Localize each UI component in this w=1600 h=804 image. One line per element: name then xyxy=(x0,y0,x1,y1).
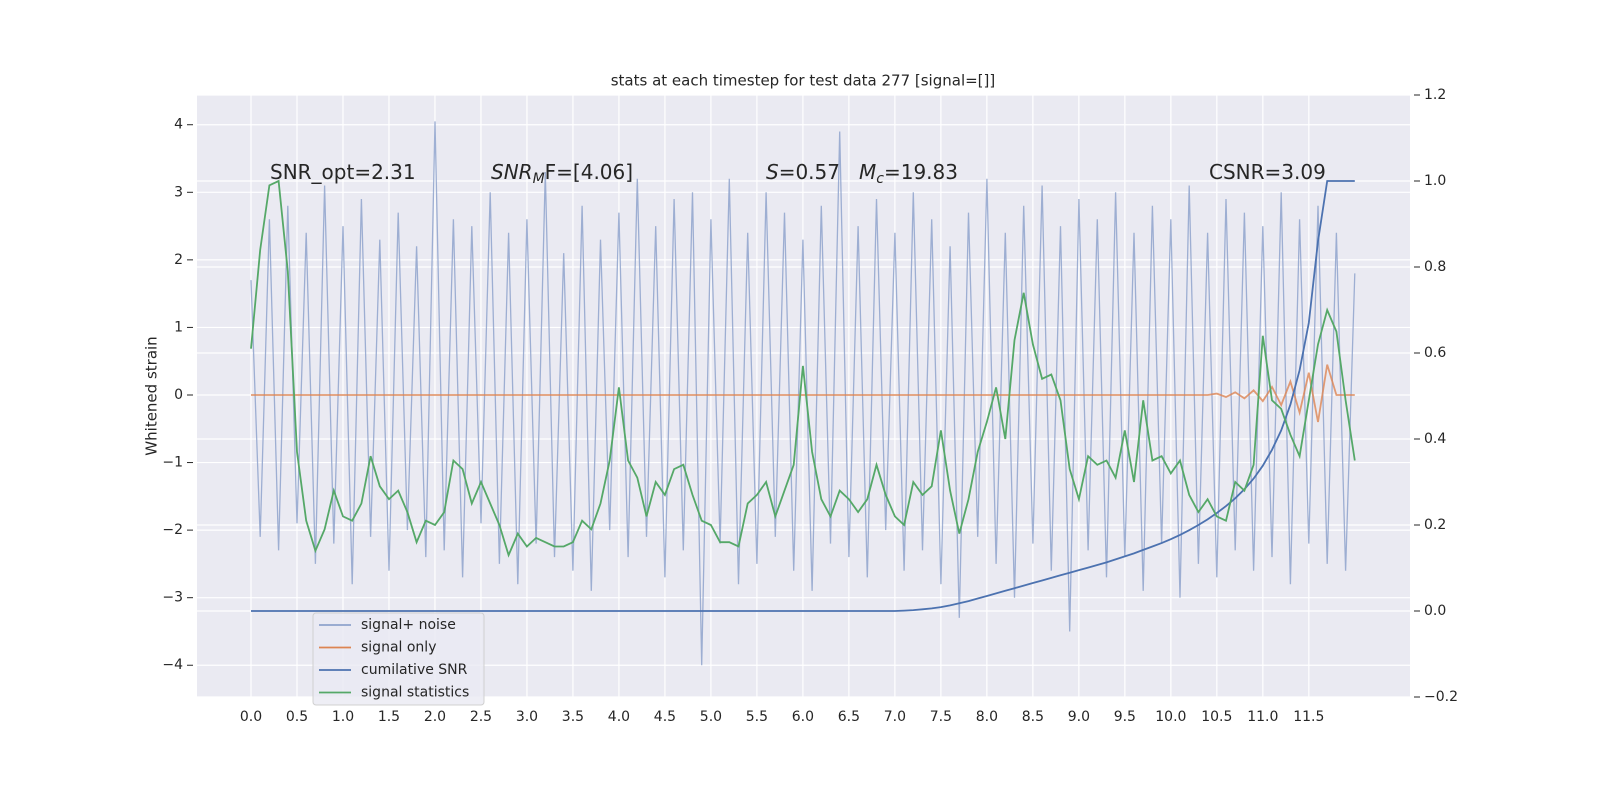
x-tick-label: 11.0 xyxy=(1247,709,1278,725)
y2-tick-label: 1.0 xyxy=(1424,173,1446,189)
legend-box xyxy=(312,612,485,706)
series-line xyxy=(250,121,1356,666)
x-tick-label: 5.0 xyxy=(700,709,722,725)
x-tick-label: 9.5 xyxy=(1114,709,1136,725)
x-tick-label: 9.0 xyxy=(1068,709,1090,725)
x-tick-label: 8.0 xyxy=(976,709,998,725)
y-tick-label: 4 xyxy=(174,117,183,133)
legend-label: signal statistics xyxy=(361,685,469,701)
series-line xyxy=(251,180,1355,612)
x-tick-label: 3.0 xyxy=(516,709,538,725)
annotation-part: CSNR=3.09 xyxy=(1209,160,1326,184)
x-tick-label: 5.5 xyxy=(746,709,768,725)
y2-tick-label: 1.2 xyxy=(1424,87,1446,103)
annotation: Mc=19.83 xyxy=(859,160,958,188)
annotation-part: M xyxy=(533,171,545,187)
x-tick-label: 1.0 xyxy=(332,709,354,725)
y2-tick-label: 0.6 xyxy=(1424,345,1446,361)
y2-tick-label: 0.0 xyxy=(1424,603,1446,619)
x-tick-label: 7.0 xyxy=(884,709,906,725)
y2-tick-label: −0.2 xyxy=(1424,689,1458,705)
y-axis-label: Whitened strain xyxy=(143,336,161,455)
annotation-part: SNR xyxy=(491,160,533,184)
annotation-part: =0.57 xyxy=(779,160,840,184)
y2-tick-label: 0.8 xyxy=(1424,259,1446,275)
annotation-part: S xyxy=(766,160,779,184)
y-tick-label: 3 xyxy=(174,184,183,200)
annotation-part: =19.83 xyxy=(884,160,958,184)
y-tick-label: −3 xyxy=(162,590,183,606)
legend-label: cumilative SNR xyxy=(361,662,468,678)
y2-tick-label: 0.4 xyxy=(1424,431,1446,447)
y-tick-label: 2 xyxy=(174,252,183,268)
series-line xyxy=(250,179,1356,558)
x-tick-label: 10.5 xyxy=(1201,709,1232,725)
annotation: S=0.57 xyxy=(766,160,840,184)
x-tick-label: 7.5 xyxy=(930,709,952,725)
annotation-part: SNR_opt=2.31 xyxy=(270,160,416,184)
legend-label: signal+ noise xyxy=(361,617,456,633)
x-tick-label: 3.5 xyxy=(562,709,584,725)
annotation-part: M xyxy=(859,160,876,184)
y-tick-label: −2 xyxy=(162,522,183,538)
annotation: SNR_opt=2.31 xyxy=(270,160,416,184)
x-tick-label: 2.5 xyxy=(470,709,492,725)
x-tick-label: 6.0 xyxy=(792,709,814,725)
labels: 0.0 0.5 1.0 1.5 2.0 2.5 3.0 3.5 4.0 4.5 5.0 5.5 6.0 6… xyxy=(162,87,1458,725)
x-tick-label: 0.5 xyxy=(286,709,308,725)
y2-tick-label: 0.2 xyxy=(1424,517,1446,533)
x-tick-label: 0.0 xyxy=(240,709,262,725)
annotation-part: c xyxy=(876,171,884,187)
x-tick-label: 8.5 xyxy=(1022,709,1044,725)
legend-label: signal only xyxy=(361,640,436,656)
y-tick-label: 1 xyxy=(174,319,183,335)
x-tick-label: 10.0 xyxy=(1155,709,1186,725)
y-tick-label: 0 xyxy=(174,387,183,403)
annotation-part: F=[4.06] xyxy=(545,160,633,184)
annotation: CSNR=3.09 xyxy=(1209,160,1326,184)
marks xyxy=(250,121,1356,666)
x-tick-label: 6.5 xyxy=(838,709,860,725)
y-tick-label: −4 xyxy=(162,657,183,673)
x-tick-label: 2.0 xyxy=(424,709,446,725)
chart-title: stats at each timestep for test data 277… xyxy=(611,72,996,90)
annotation: SNRMF=[4.06] xyxy=(491,160,633,188)
x-tick-label: 4.0 xyxy=(608,709,630,725)
y-tick-label: −1 xyxy=(162,455,183,471)
x-tick-label: 1.5 xyxy=(378,709,400,725)
series-line xyxy=(251,364,1355,423)
x-tick-label: 11.5 xyxy=(1293,709,1324,725)
x-tick-label: 4.5 xyxy=(654,709,676,725)
